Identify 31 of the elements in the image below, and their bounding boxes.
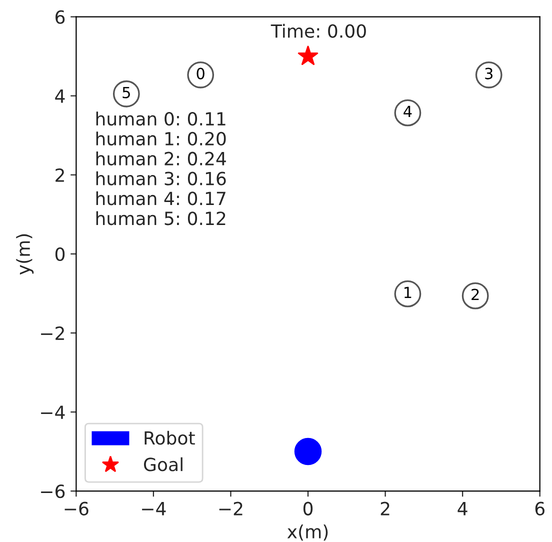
annotation: 2	[472, 288, 479, 300]
annotation: human 3: 0.16	[96, 171, 226, 186]
annotation: 3	[485, 68, 492, 80]
x-tick-label: −2	[219, 502, 242, 516]
x-tick-label: 0	[303, 502, 313, 516]
annotation: human 2: 0.24	[96, 151, 226, 166]
x-tick-label: −6	[64, 502, 88, 516]
annotation: human 4: 0.17	[96, 191, 226, 206]
annotation: human 0: 0.11	[96, 112, 226, 126]
annotation: human 5: 0.12	[96, 211, 226, 226]
annotation: 5	[122, 86, 130, 98]
x-tick-label: 4	[458, 502, 468, 516]
legend-label: Goal	[144, 457, 182, 472]
annotation: 1	[404, 286, 412, 298]
annotation: 0	[196, 68, 204, 80]
x-tick-label: 6	[535, 502, 544, 516]
y-tick-label: −4	[41, 406, 65, 419]
y-tick-label: 4	[55, 90, 65, 103]
y-tick-label: 2	[56, 168, 64, 182]
y-tick-label: −2	[41, 326, 64, 340]
y-tick-label: −6	[41, 484, 65, 498]
annotation: human 1: 0.20	[96, 132, 226, 146]
annotation: 4	[404, 106, 412, 118]
annotation: Time: 0.00	[270, 24, 366, 38]
legend-label: Robot	[144, 430, 195, 445]
y-tick-label: 0	[55, 247, 65, 262]
x-tick-label: −4	[142, 502, 166, 516]
y-tick-label: 6	[56, 10, 65, 24]
x-tick-label: 2	[380, 502, 390, 516]
x-axis-title: x(m)	[287, 524, 328, 541]
y-axis-title: y(m)	[16, 234, 34, 275]
